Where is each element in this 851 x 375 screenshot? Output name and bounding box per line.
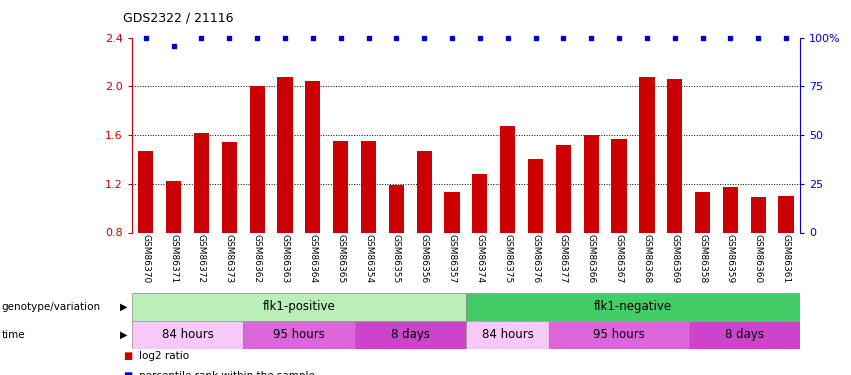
Text: 95 hours: 95 hours bbox=[593, 328, 645, 341]
Text: GSM86361: GSM86361 bbox=[781, 234, 791, 284]
Text: GSM86355: GSM86355 bbox=[391, 234, 401, 284]
Bar bbox=[550, 321, 688, 349]
Text: percentile rank within the sample: percentile rank within the sample bbox=[139, 371, 315, 375]
Text: GSM86364: GSM86364 bbox=[308, 234, 317, 284]
Bar bbox=[355, 321, 466, 349]
Text: GSM86359: GSM86359 bbox=[726, 234, 735, 284]
Bar bbox=[472, 174, 488, 232]
Text: GSM86376: GSM86376 bbox=[531, 234, 540, 284]
Bar bbox=[361, 141, 376, 232]
Text: GSM86371: GSM86371 bbox=[169, 234, 178, 284]
Bar bbox=[667, 79, 683, 232]
Bar bbox=[688, 321, 800, 349]
Text: GSM86354: GSM86354 bbox=[364, 234, 373, 284]
Text: GSM86372: GSM86372 bbox=[197, 234, 206, 284]
Text: log2 ratio: log2 ratio bbox=[139, 351, 189, 361]
Text: GSM86366: GSM86366 bbox=[586, 234, 596, 284]
Bar bbox=[194, 133, 209, 232]
Bar bbox=[249, 86, 265, 232]
Bar bbox=[333, 141, 348, 232]
Text: flk1-negative: flk1-negative bbox=[594, 300, 672, 313]
Text: ■: ■ bbox=[123, 351, 133, 361]
Text: GSM86369: GSM86369 bbox=[671, 234, 679, 284]
Bar bbox=[416, 151, 431, 232]
Bar bbox=[132, 321, 243, 349]
Text: 8 days: 8 days bbox=[391, 328, 430, 341]
Text: GSM86362: GSM86362 bbox=[253, 234, 261, 284]
Text: 8 days: 8 days bbox=[725, 328, 763, 341]
Text: GSM86360: GSM86360 bbox=[754, 234, 762, 284]
Text: ■: ■ bbox=[123, 371, 133, 375]
Text: GSM86358: GSM86358 bbox=[698, 234, 707, 284]
Text: GSM86365: GSM86365 bbox=[336, 234, 346, 284]
Text: 95 hours: 95 hours bbox=[273, 328, 325, 341]
Bar bbox=[779, 196, 794, 232]
Bar bbox=[500, 126, 516, 232]
Text: time: time bbox=[2, 330, 26, 340]
Text: 84 hours: 84 hours bbox=[162, 328, 214, 341]
Bar bbox=[132, 292, 466, 321]
Text: GSM86368: GSM86368 bbox=[643, 234, 651, 284]
Bar bbox=[722, 188, 738, 232]
Text: ▶: ▶ bbox=[120, 302, 128, 312]
Bar bbox=[306, 81, 321, 232]
Bar bbox=[466, 321, 550, 349]
Bar bbox=[277, 76, 293, 232]
Bar bbox=[556, 145, 571, 232]
Text: GSM86367: GSM86367 bbox=[614, 234, 624, 284]
Bar bbox=[221, 142, 237, 232]
Text: flk1-positive: flk1-positive bbox=[263, 300, 335, 313]
Bar bbox=[166, 182, 181, 232]
Bar bbox=[611, 139, 626, 232]
Text: GSM86373: GSM86373 bbox=[225, 234, 234, 284]
Text: 84 hours: 84 hours bbox=[482, 328, 534, 341]
Text: GSM86377: GSM86377 bbox=[559, 234, 568, 284]
Text: GSM86357: GSM86357 bbox=[448, 234, 456, 284]
Bar bbox=[695, 192, 711, 232]
Text: GSM86363: GSM86363 bbox=[281, 234, 289, 284]
Bar bbox=[389, 185, 404, 232]
Bar bbox=[751, 197, 766, 232]
Bar bbox=[138, 151, 153, 232]
Bar bbox=[584, 135, 599, 232]
Text: GSM86356: GSM86356 bbox=[420, 234, 429, 284]
Bar bbox=[466, 292, 800, 321]
Bar bbox=[639, 76, 654, 232]
Text: GSM86374: GSM86374 bbox=[476, 234, 484, 284]
Text: GDS2322 / 21116: GDS2322 / 21116 bbox=[123, 11, 234, 24]
Bar bbox=[243, 321, 355, 349]
Text: genotype/variation: genotype/variation bbox=[2, 302, 100, 312]
Text: GSM86370: GSM86370 bbox=[141, 234, 151, 284]
Text: GSM86375: GSM86375 bbox=[503, 234, 512, 284]
Bar bbox=[528, 159, 543, 232]
Bar bbox=[444, 192, 460, 232]
Text: ▶: ▶ bbox=[120, 330, 128, 340]
